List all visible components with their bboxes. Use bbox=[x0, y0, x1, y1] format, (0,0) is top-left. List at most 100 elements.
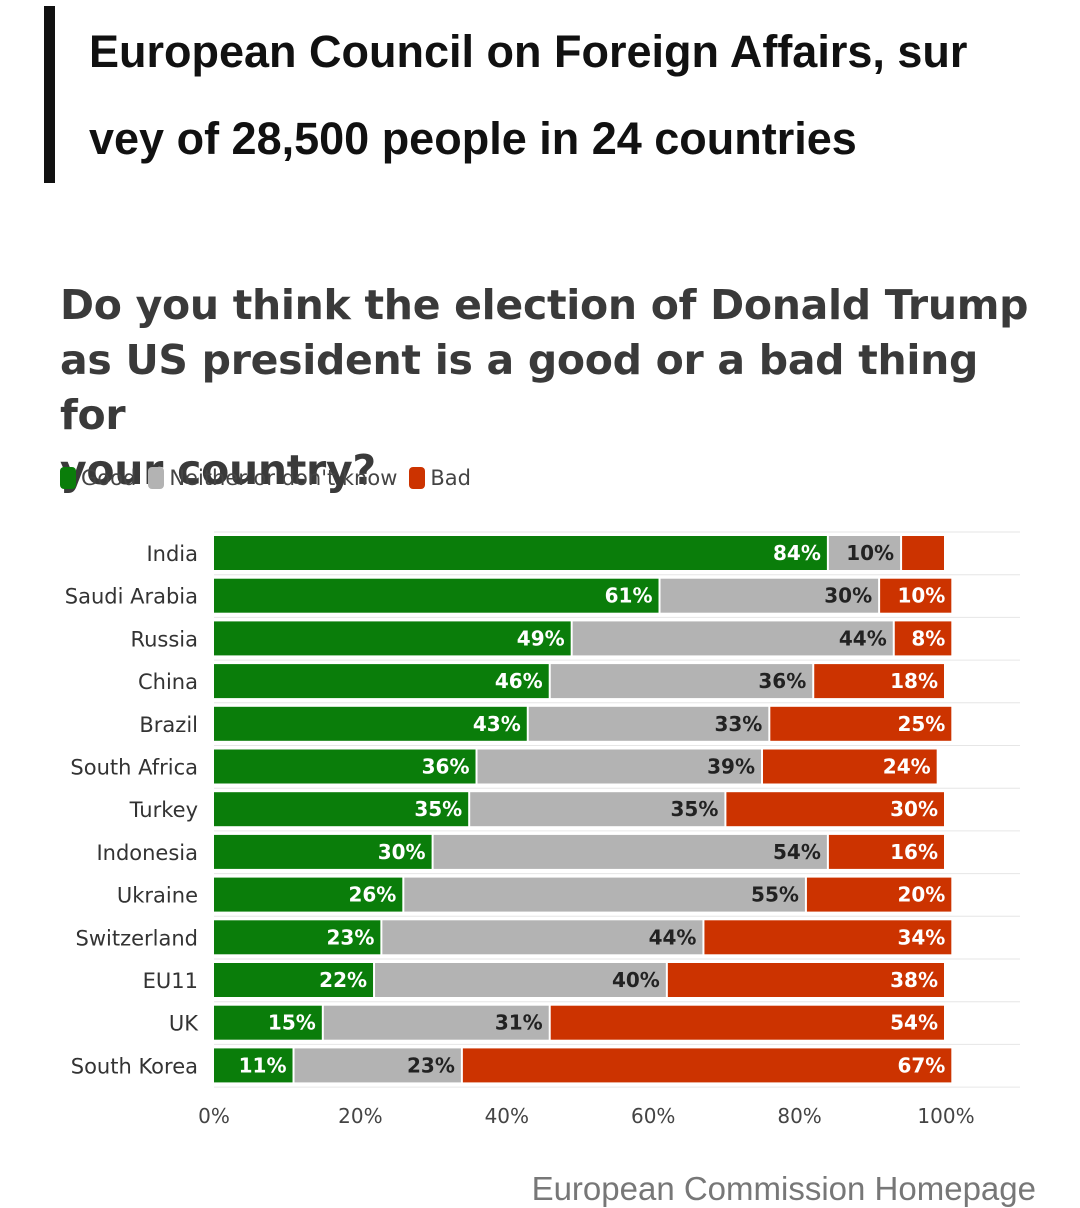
x-tick-label: 40% bbox=[485, 1104, 529, 1128]
chart-legend: Good Neither or don't know Bad bbox=[60, 466, 483, 490]
data-label: 49% bbox=[517, 626, 565, 650]
bar-segment-good bbox=[214, 578, 659, 613]
bar-segment-bad bbox=[667, 963, 944, 997]
bar-segment-neither bbox=[572, 621, 893, 656]
bar-segment-neither bbox=[550, 664, 813, 699]
data-label: 61% bbox=[605, 584, 653, 608]
legend-item-good: Good bbox=[60, 466, 136, 490]
data-label: 26% bbox=[348, 883, 396, 907]
data-label: 18% bbox=[890, 669, 938, 693]
legend-item-bad: Bad bbox=[409, 466, 471, 490]
legend-swatch-neither bbox=[148, 467, 165, 489]
data-label: 30% bbox=[890, 797, 938, 821]
bar-segment-neither bbox=[528, 706, 769, 741]
legend-label-good: Good bbox=[81, 466, 137, 490]
category-label: China bbox=[138, 670, 198, 694]
data-label: 10% bbox=[897, 584, 945, 608]
legend-label-neither: Neither or don't know bbox=[169, 466, 398, 490]
chart-title-line-1: Do you think the election of Donald Trum… bbox=[60, 281, 1029, 329]
bar-segment-good bbox=[214, 792, 469, 827]
bar-segment-bad bbox=[814, 664, 944, 699]
x-tick-label: 80% bbox=[777, 1104, 821, 1128]
data-label: 54% bbox=[890, 1011, 938, 1035]
data-label: 39% bbox=[707, 755, 755, 779]
data-label: 40% bbox=[612, 968, 660, 992]
bar-segment-neither bbox=[433, 834, 827, 869]
stacked-bar-chart: India 84% 10% Saudi Arabia 61% 30% 10% Russia 49… bbox=[65, 531, 1020, 1128]
data-label: 38% bbox=[890, 968, 938, 992]
bar-segment-bad bbox=[704, 920, 952, 955]
bar-segment-bad bbox=[880, 578, 952, 613]
bar-segment-good bbox=[214, 536, 827, 570]
bar-segment-neither bbox=[828, 536, 901, 570]
legend-item-neither: Neither or don't know bbox=[148, 466, 397, 490]
data-label: 16% bbox=[890, 840, 938, 864]
data-label: 36% bbox=[758, 669, 806, 693]
bar-segment-neither bbox=[294, 1048, 461, 1083]
data-label: 24% bbox=[883, 755, 931, 779]
category-label: Ukraine bbox=[117, 884, 198, 908]
x-tick-label: 100% bbox=[917, 1104, 974, 1128]
category-label: Switzerland bbox=[76, 926, 199, 950]
bar-segment-neither bbox=[375, 963, 666, 997]
bar-segment-bad bbox=[462, 1048, 952, 1083]
data-label: 35% bbox=[671, 797, 719, 821]
bar-segment-neither bbox=[660, 578, 879, 613]
data-label: 44% bbox=[649, 925, 697, 949]
bar-segment-good bbox=[214, 877, 403, 912]
category-label: India bbox=[146, 542, 198, 566]
blockquote-bar bbox=[44, 6, 55, 183]
data-label: 84% bbox=[773, 541, 821, 565]
category-label: South Africa bbox=[70, 756, 198, 780]
data-label: 36% bbox=[422, 755, 470, 779]
bar-segment-good bbox=[214, 621, 571, 656]
bar-segment-good bbox=[214, 1005, 322, 1040]
data-label: 67% bbox=[897, 1053, 945, 1077]
data-label: 46% bbox=[495, 669, 543, 693]
bar-segment-good bbox=[214, 664, 549, 699]
category-label: South Korea bbox=[71, 1054, 198, 1078]
headline: European Council on Foreign Affairs, sur… bbox=[89, 8, 1049, 182]
bar-segment-good bbox=[214, 834, 432, 869]
x-tick-label: 0% bbox=[198, 1104, 230, 1128]
bar-segment-neither bbox=[382, 920, 703, 955]
data-label: 30% bbox=[824, 584, 872, 608]
category-label: Russia bbox=[130, 627, 198, 651]
bar-segment-bad bbox=[806, 877, 952, 912]
data-label: 44% bbox=[839, 626, 887, 650]
category-label: Indonesia bbox=[96, 841, 198, 865]
chart-title-line-2: as US president is a good or a bad thing… bbox=[60, 336, 979, 439]
category-label: EU11 bbox=[143, 969, 198, 993]
chart-title: Do you think the election of Donald Trum… bbox=[60, 278, 1050, 498]
data-label: 33% bbox=[714, 712, 762, 736]
bar-segment-neither bbox=[323, 1005, 549, 1040]
bar-segment-bad bbox=[763, 749, 937, 784]
bar-segment-good bbox=[214, 706, 527, 741]
data-label: 30% bbox=[378, 840, 426, 864]
data-label: 55% bbox=[751, 883, 799, 907]
category-label: Turkey bbox=[129, 798, 198, 822]
data-label: 35% bbox=[414, 797, 462, 821]
bar-segment-good bbox=[214, 920, 381, 955]
bar-segment-neither bbox=[404, 877, 805, 912]
bar-segment-neither bbox=[477, 749, 761, 784]
source-link[interactable]: European Commission Homepage bbox=[531, 1170, 1036, 1207]
data-label: 23% bbox=[326, 925, 374, 949]
category-label: Brazil bbox=[139, 713, 198, 737]
data-label: 43% bbox=[473, 712, 521, 736]
data-label: 31% bbox=[495, 1011, 543, 1035]
bar-segment-bad bbox=[902, 536, 944, 570]
data-label: 20% bbox=[897, 883, 945, 907]
x-tick-label: 60% bbox=[631, 1104, 675, 1128]
data-label: 11% bbox=[239, 1053, 287, 1077]
chart-title-line-3: your country? bbox=[60, 446, 376, 494]
bar-segment-bad bbox=[894, 621, 952, 656]
category-label: Saudi Arabia bbox=[65, 585, 198, 609]
data-label: 10% bbox=[846, 541, 894, 565]
category-label: UK bbox=[169, 1012, 199, 1036]
headline-line-2: vey of 28,500 people in 24 countries bbox=[89, 113, 857, 164]
data-label: 23% bbox=[407, 1053, 455, 1077]
bar-segment-bad bbox=[770, 706, 952, 741]
bar-segment-neither bbox=[470, 792, 725, 827]
legend-swatch-bad bbox=[409, 467, 426, 489]
